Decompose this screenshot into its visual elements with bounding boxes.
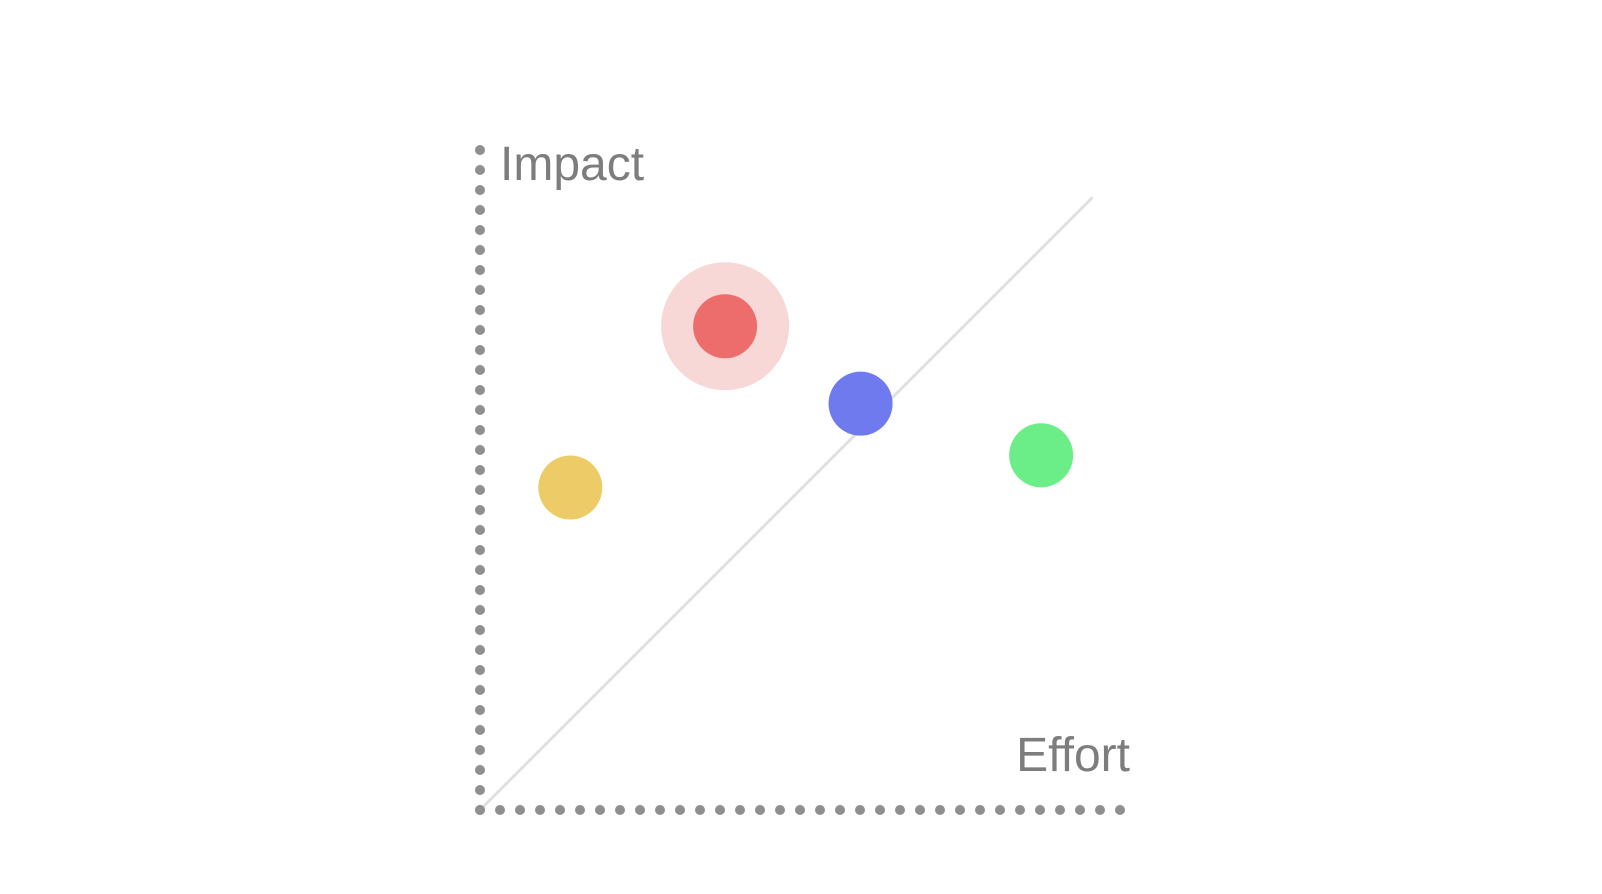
data-point-3 bbox=[828, 371, 893, 436]
points-layer bbox=[538, 262, 1074, 520]
x-axis-label: Effort bbox=[1016, 729, 1130, 782]
axes-layer bbox=[475, 142, 1130, 815]
y-axis-label: Impact bbox=[500, 138, 644, 191]
data-point-1 bbox=[538, 455, 603, 520]
reference-line-layer bbox=[478, 196, 1094, 812]
reference-line bbox=[478, 196, 1094, 812]
data-point-4 bbox=[1009, 423, 1074, 488]
data-point-2 bbox=[693, 294, 758, 359]
